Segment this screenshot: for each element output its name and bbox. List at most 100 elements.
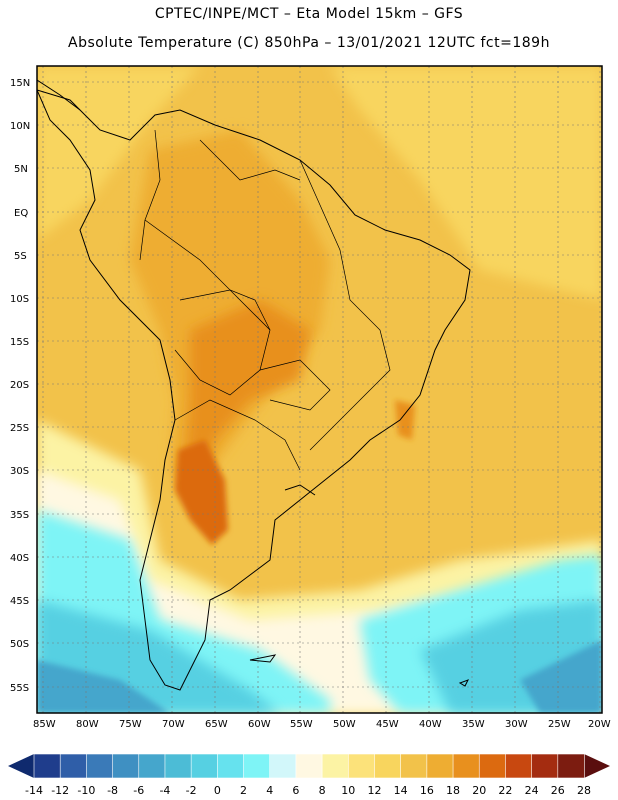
colorbar-label: 0: [214, 784, 221, 797]
lon-tick-label: 35W: [462, 719, 485, 730]
colorbar-label: -6: [133, 784, 144, 797]
map-title-line1: CPTEC/INPE/MCT – Eta Model 15km – GFS: [154, 6, 464, 22]
colorbar: -14 -12 -10 -8 -6 -4 -2 0 2 4 6 8 10 12 14 16 18 20 22 24 26…: [8, 753, 610, 797]
lat-tick-label: 5N: [14, 164, 28, 175]
colorbar-swatch: [478, 753, 507, 779]
lat-tick-label: 15N: [10, 78, 30, 89]
colorbar-label: 8: [319, 784, 326, 797]
temperature-field: [37, 66, 602, 713]
colorbar-swatch: [452, 753, 481, 779]
colorbar-label: 22: [498, 784, 512, 797]
colorbar-label: 28: [577, 784, 591, 797]
colorbar-swatch: [33, 753, 61, 779]
lat-tick-label: 30S: [10, 466, 29, 477]
colorbar-swatch: [59, 753, 88, 779]
colorbar-label: -2: [186, 784, 197, 797]
colorbar-label: 4: [266, 784, 273, 797]
lon-tick-label: 70W: [162, 719, 185, 730]
south-america-coast: [37, 89, 471, 691]
field-hotter-interior: [185, 300, 310, 480]
lat-tick-label: 40S: [10, 553, 29, 564]
colorbar-label: -8: [107, 784, 118, 797]
field-ocean-nw: [37, 66, 200, 240]
colorbar-label: 6: [292, 784, 299, 797]
colorbar-swatch: [374, 753, 402, 779]
lat-tick-label: 35S: [10, 510, 29, 521]
colorbar-swatch: [505, 753, 533, 779]
border-brazil-states: [299, 159, 391, 451]
colorbar-label: 18: [446, 784, 460, 797]
colorbar-swatch: [86, 753, 114, 779]
colorbar-left-arrow: [8, 754, 34, 778]
lon-tick-label: 55W: [290, 719, 313, 730]
island-south-georgia: [458, 679, 470, 687]
colorbar-swatches: [33, 753, 585, 779]
border-colombia: [139, 129, 161, 261]
lat-tick-label: 5S: [14, 251, 27, 262]
colorbar-swatch: [426, 753, 454, 779]
lon-tick-label: 45W: [376, 719, 399, 730]
colorbar-swatch: [531, 753, 559, 779]
map-grid: [37, 66, 602, 713]
colorbar-label: 26: [551, 784, 565, 797]
lon-tick-label: 20W: [588, 719, 611, 730]
lat-tick-label: 20S: [10, 380, 29, 391]
lat-axis: 15N 10N 5N EQ 5S 10S 15S 20S 25S 30S 35S…: [10, 78, 30, 694]
lon-axis: 85W 80W 75W 70W 65W 60W 55W 50W 45W 40W …: [33, 719, 611, 730]
map-title-line2: Absolute Temperature (C) 850hPa – 13/01/…: [68, 35, 550, 51]
colorbar-swatch: [217, 753, 245, 779]
lon-tick-label: 30W: [505, 719, 528, 730]
lon-tick-label: 75W: [119, 719, 142, 730]
central-america-coast: [37, 79, 81, 111]
lon-tick-label: 65W: [205, 719, 228, 730]
colorbar-swatch: [164, 753, 192, 779]
country-borders: [139, 129, 391, 471]
colorbar-swatch: [112, 753, 140, 779]
border-venezuela: [199, 139, 301, 181]
colorbar-label: 10: [341, 784, 355, 797]
field-hot-se-coast: [395, 400, 415, 440]
lon-tick-label: 50W: [333, 719, 356, 730]
rio-de-la-plata: [284, 484, 316, 496]
colorbar-label: 24: [525, 784, 539, 797]
coastlines: [37, 79, 471, 691]
colorbar-swatch: [557, 753, 585, 779]
lon-tick-label: 85W: [33, 719, 56, 730]
lat-tick-label: 25S: [10, 423, 29, 434]
island-falklands: [249, 654, 277, 663]
lat-tick-label: 55S: [10, 683, 29, 694]
lon-tick-label: 40W: [419, 719, 442, 730]
lon-tick-label: 25W: [548, 719, 571, 730]
colorbar-swatch: [243, 753, 271, 779]
lat-tick-label: 45S: [10, 596, 29, 607]
colorbar-swatch: [269, 753, 297, 779]
colorbar-label: 2: [240, 784, 247, 797]
colorbar-swatch: [321, 753, 350, 779]
colorbar-swatch: [295, 753, 323, 779]
field-ocean-ne: [330, 66, 602, 300]
colorbar-label: -14: [25, 784, 43, 797]
map-frame: [36, 65, 603, 714]
colorbar-labels: -14 -12 -10 -8 -6 -4 -2 0 2 4 6 8 10 12 14 16 18 20 22 24 26…: [25, 784, 591, 797]
field-coldest-sw: [37, 660, 170, 713]
border-argentina-north: [174, 399, 301, 471]
lat-tick-label: EQ: [14, 208, 28, 219]
colorbar-right-arrow: [584, 754, 610, 778]
colorbar-swatch: [190, 753, 219, 779]
lat-tick-label: 10N: [10, 121, 30, 132]
colorbar-label: -4: [159, 784, 170, 797]
colorbar-swatch: [400, 753, 428, 779]
colorbar-swatch: [347, 753, 376, 779]
colorbar-label: 20: [472, 784, 486, 797]
colorbar-label: -12: [51, 784, 69, 797]
colorbar-swatch: [138, 753, 166, 779]
lat-tick-label: 10S: [10, 294, 29, 305]
border-paraguay: [259, 359, 331, 411]
colorbar-label: 16: [420, 784, 434, 797]
lon-tick-label: 80W: [76, 719, 99, 730]
lat-tick-label: 15S: [10, 337, 29, 348]
lat-tick-label: 50S: [10, 639, 29, 650]
lon-tick-label: 60W: [248, 719, 271, 730]
colorbar-label: 12: [367, 784, 381, 797]
